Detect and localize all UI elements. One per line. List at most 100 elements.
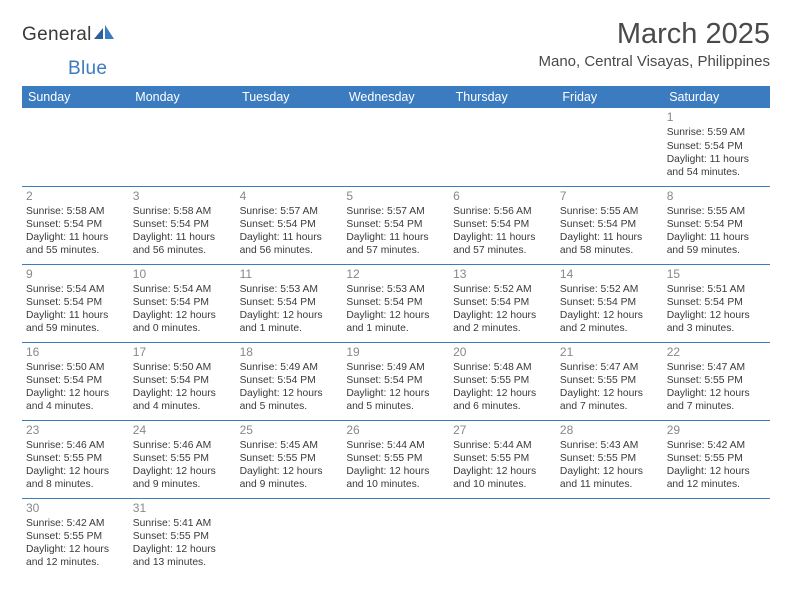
daylight-text: Daylight: 12 hours and 1 minute.: [346, 309, 445, 335]
calendar-cell: [556, 498, 663, 576]
daylight-text: Daylight: 11 hours and 54 minutes.: [667, 153, 766, 179]
calendar-cell: [342, 498, 449, 576]
sunrise-text: Sunrise: 5:58 AM: [26, 205, 125, 218]
daylight-text: Daylight: 12 hours and 7 minutes.: [560, 387, 659, 413]
sunset-text: Sunset: 5:55 PM: [133, 530, 232, 543]
day-header: Thursday: [449, 86, 556, 108]
daylight-text: Daylight: 12 hours and 8 minutes.: [26, 465, 125, 491]
sunset-text: Sunset: 5:54 PM: [667, 296, 766, 309]
calendar-cell: [129, 108, 236, 186]
sunset-text: Sunset: 5:54 PM: [133, 374, 232, 387]
day-number: 11: [240, 267, 339, 282]
calendar-cell: [22, 108, 129, 186]
calendar-cell: 31Sunrise: 5:41 AMSunset: 5:55 PMDayligh…: [129, 498, 236, 576]
calendar-cell: 15Sunrise: 5:51 AMSunset: 5:54 PMDayligh…: [663, 264, 770, 342]
sunrise-text: Sunrise: 5:57 AM: [240, 205, 339, 218]
calendar-cell: 19Sunrise: 5:49 AMSunset: 5:54 PMDayligh…: [342, 342, 449, 420]
calendar-cell: 3Sunrise: 5:58 AMSunset: 5:54 PMDaylight…: [129, 186, 236, 264]
day-header: Tuesday: [236, 86, 343, 108]
daylight-text: Daylight: 11 hours and 56 minutes.: [240, 231, 339, 257]
calendar-cell: 9Sunrise: 5:54 AMSunset: 5:54 PMDaylight…: [22, 264, 129, 342]
daylight-text: Daylight: 12 hours and 2 minutes.: [560, 309, 659, 335]
daylight-text: Daylight: 12 hours and 0 minutes.: [133, 309, 232, 335]
calendar-cell: 13Sunrise: 5:52 AMSunset: 5:54 PMDayligh…: [449, 264, 556, 342]
sunrise-text: Sunrise: 5:54 AM: [26, 283, 125, 296]
day-number: 22: [667, 345, 766, 360]
calendar-cell: 22Sunrise: 5:47 AMSunset: 5:55 PMDayligh…: [663, 342, 770, 420]
day-number: 2: [26, 189, 125, 204]
sunset-text: Sunset: 5:55 PM: [133, 452, 232, 465]
calendar-cell: 29Sunrise: 5:42 AMSunset: 5:55 PMDayligh…: [663, 420, 770, 498]
sunrise-text: Sunrise: 5:43 AM: [560, 439, 659, 452]
sunset-text: Sunset: 5:55 PM: [667, 452, 766, 465]
daylight-text: Daylight: 12 hours and 4 minutes.: [133, 387, 232, 413]
sunset-text: Sunset: 5:55 PM: [667, 374, 766, 387]
daylight-text: Daylight: 12 hours and 9 minutes.: [240, 465, 339, 491]
daylight-text: Daylight: 11 hours and 55 minutes.: [26, 231, 125, 257]
sunset-text: Sunset: 5:54 PM: [667, 218, 766, 231]
calendar-cell: 24Sunrise: 5:46 AMSunset: 5:55 PMDayligh…: [129, 420, 236, 498]
logo: General: [22, 18, 114, 47]
calendar-cell: 23Sunrise: 5:46 AMSunset: 5:55 PMDayligh…: [22, 420, 129, 498]
logo-text-blue: Blue: [68, 58, 107, 79]
day-header: Sunday: [22, 86, 129, 108]
sunrise-text: Sunrise: 5:53 AM: [240, 283, 339, 296]
sunrise-text: Sunrise: 5:41 AM: [133, 517, 232, 530]
sunset-text: Sunset: 5:54 PM: [133, 296, 232, 309]
daylight-text: Daylight: 12 hours and 6 minutes.: [453, 387, 552, 413]
day-number: 6: [453, 189, 552, 204]
daylight-text: Daylight: 11 hours and 57 minutes.: [453, 231, 552, 257]
calendar-week-row: 16Sunrise: 5:50 AMSunset: 5:54 PMDayligh…: [22, 342, 770, 420]
calendar-table: Sunday Monday Tuesday Wednesday Thursday…: [22, 86, 770, 576]
calendar-cell: 8Sunrise: 5:55 AMSunset: 5:54 PMDaylight…: [663, 186, 770, 264]
sunrise-text: Sunrise: 5:46 AM: [26, 439, 125, 452]
sunrise-text: Sunrise: 5:47 AM: [667, 361, 766, 374]
day-number: 12: [346, 267, 445, 282]
daylight-text: Daylight: 12 hours and 7 minutes.: [667, 387, 766, 413]
title-block: March 2025 Mano, Central Visayas, Philip…: [538, 18, 770, 70]
calendar-cell: 10Sunrise: 5:54 AMSunset: 5:54 PMDayligh…: [129, 264, 236, 342]
calendar-cell: 6Sunrise: 5:56 AMSunset: 5:54 PMDaylight…: [449, 186, 556, 264]
calendar-week-row: 23Sunrise: 5:46 AMSunset: 5:55 PMDayligh…: [22, 420, 770, 498]
calendar-cell: [342, 108, 449, 186]
calendar-cell: [236, 108, 343, 186]
sunrise-text: Sunrise: 5:52 AM: [560, 283, 659, 296]
calendar-cell: [449, 108, 556, 186]
sunrise-text: Sunrise: 5:52 AM: [453, 283, 552, 296]
sunset-text: Sunset: 5:55 PM: [453, 452, 552, 465]
daylight-text: Daylight: 11 hours and 59 minutes.: [26, 309, 125, 335]
daylight-text: Daylight: 11 hours and 56 minutes.: [133, 231, 232, 257]
calendar-cell: 18Sunrise: 5:49 AMSunset: 5:54 PMDayligh…: [236, 342, 343, 420]
sunrise-text: Sunrise: 5:45 AM: [240, 439, 339, 452]
day-number: 16: [26, 345, 125, 360]
sunrise-text: Sunrise: 5:57 AM: [346, 205, 445, 218]
calendar-cell: 14Sunrise: 5:52 AMSunset: 5:54 PMDayligh…: [556, 264, 663, 342]
daylight-text: Daylight: 12 hours and 10 minutes.: [453, 465, 552, 491]
calendar-cell: 2Sunrise: 5:58 AMSunset: 5:54 PMDaylight…: [22, 186, 129, 264]
day-number: 20: [453, 345, 552, 360]
sunrise-text: Sunrise: 5:46 AM: [133, 439, 232, 452]
daylight-text: Daylight: 12 hours and 10 minutes.: [346, 465, 445, 491]
sunrise-text: Sunrise: 5:50 AM: [133, 361, 232, 374]
sunrise-text: Sunrise: 5:44 AM: [346, 439, 445, 452]
daylight-text: Daylight: 12 hours and 2 minutes.: [453, 309, 552, 335]
sunrise-text: Sunrise: 5:47 AM: [560, 361, 659, 374]
calendar-cell: 30Sunrise: 5:42 AMSunset: 5:55 PMDayligh…: [22, 498, 129, 576]
daylight-text: Daylight: 11 hours and 58 minutes.: [560, 231, 659, 257]
sunset-text: Sunset: 5:54 PM: [560, 218, 659, 231]
sunset-text: Sunset: 5:54 PM: [240, 218, 339, 231]
calendar-cell: 21Sunrise: 5:47 AMSunset: 5:55 PMDayligh…: [556, 342, 663, 420]
sunset-text: Sunset: 5:54 PM: [346, 218, 445, 231]
calendar-week-row: 2Sunrise: 5:58 AMSunset: 5:54 PMDaylight…: [22, 186, 770, 264]
logo-text-general: General: [22, 24, 92, 46]
day-number: 4: [240, 189, 339, 204]
calendar-cell: 25Sunrise: 5:45 AMSunset: 5:55 PMDayligh…: [236, 420, 343, 498]
day-number: 30: [26, 501, 125, 516]
sunset-text: Sunset: 5:54 PM: [133, 218, 232, 231]
calendar-cell: 16Sunrise: 5:50 AMSunset: 5:54 PMDayligh…: [22, 342, 129, 420]
day-number: 31: [133, 501, 232, 516]
calendar-cell: 28Sunrise: 5:43 AMSunset: 5:55 PMDayligh…: [556, 420, 663, 498]
day-header: Monday: [129, 86, 236, 108]
sunset-text: Sunset: 5:54 PM: [240, 296, 339, 309]
calendar-week-row: 30Sunrise: 5:42 AMSunset: 5:55 PMDayligh…: [22, 498, 770, 576]
